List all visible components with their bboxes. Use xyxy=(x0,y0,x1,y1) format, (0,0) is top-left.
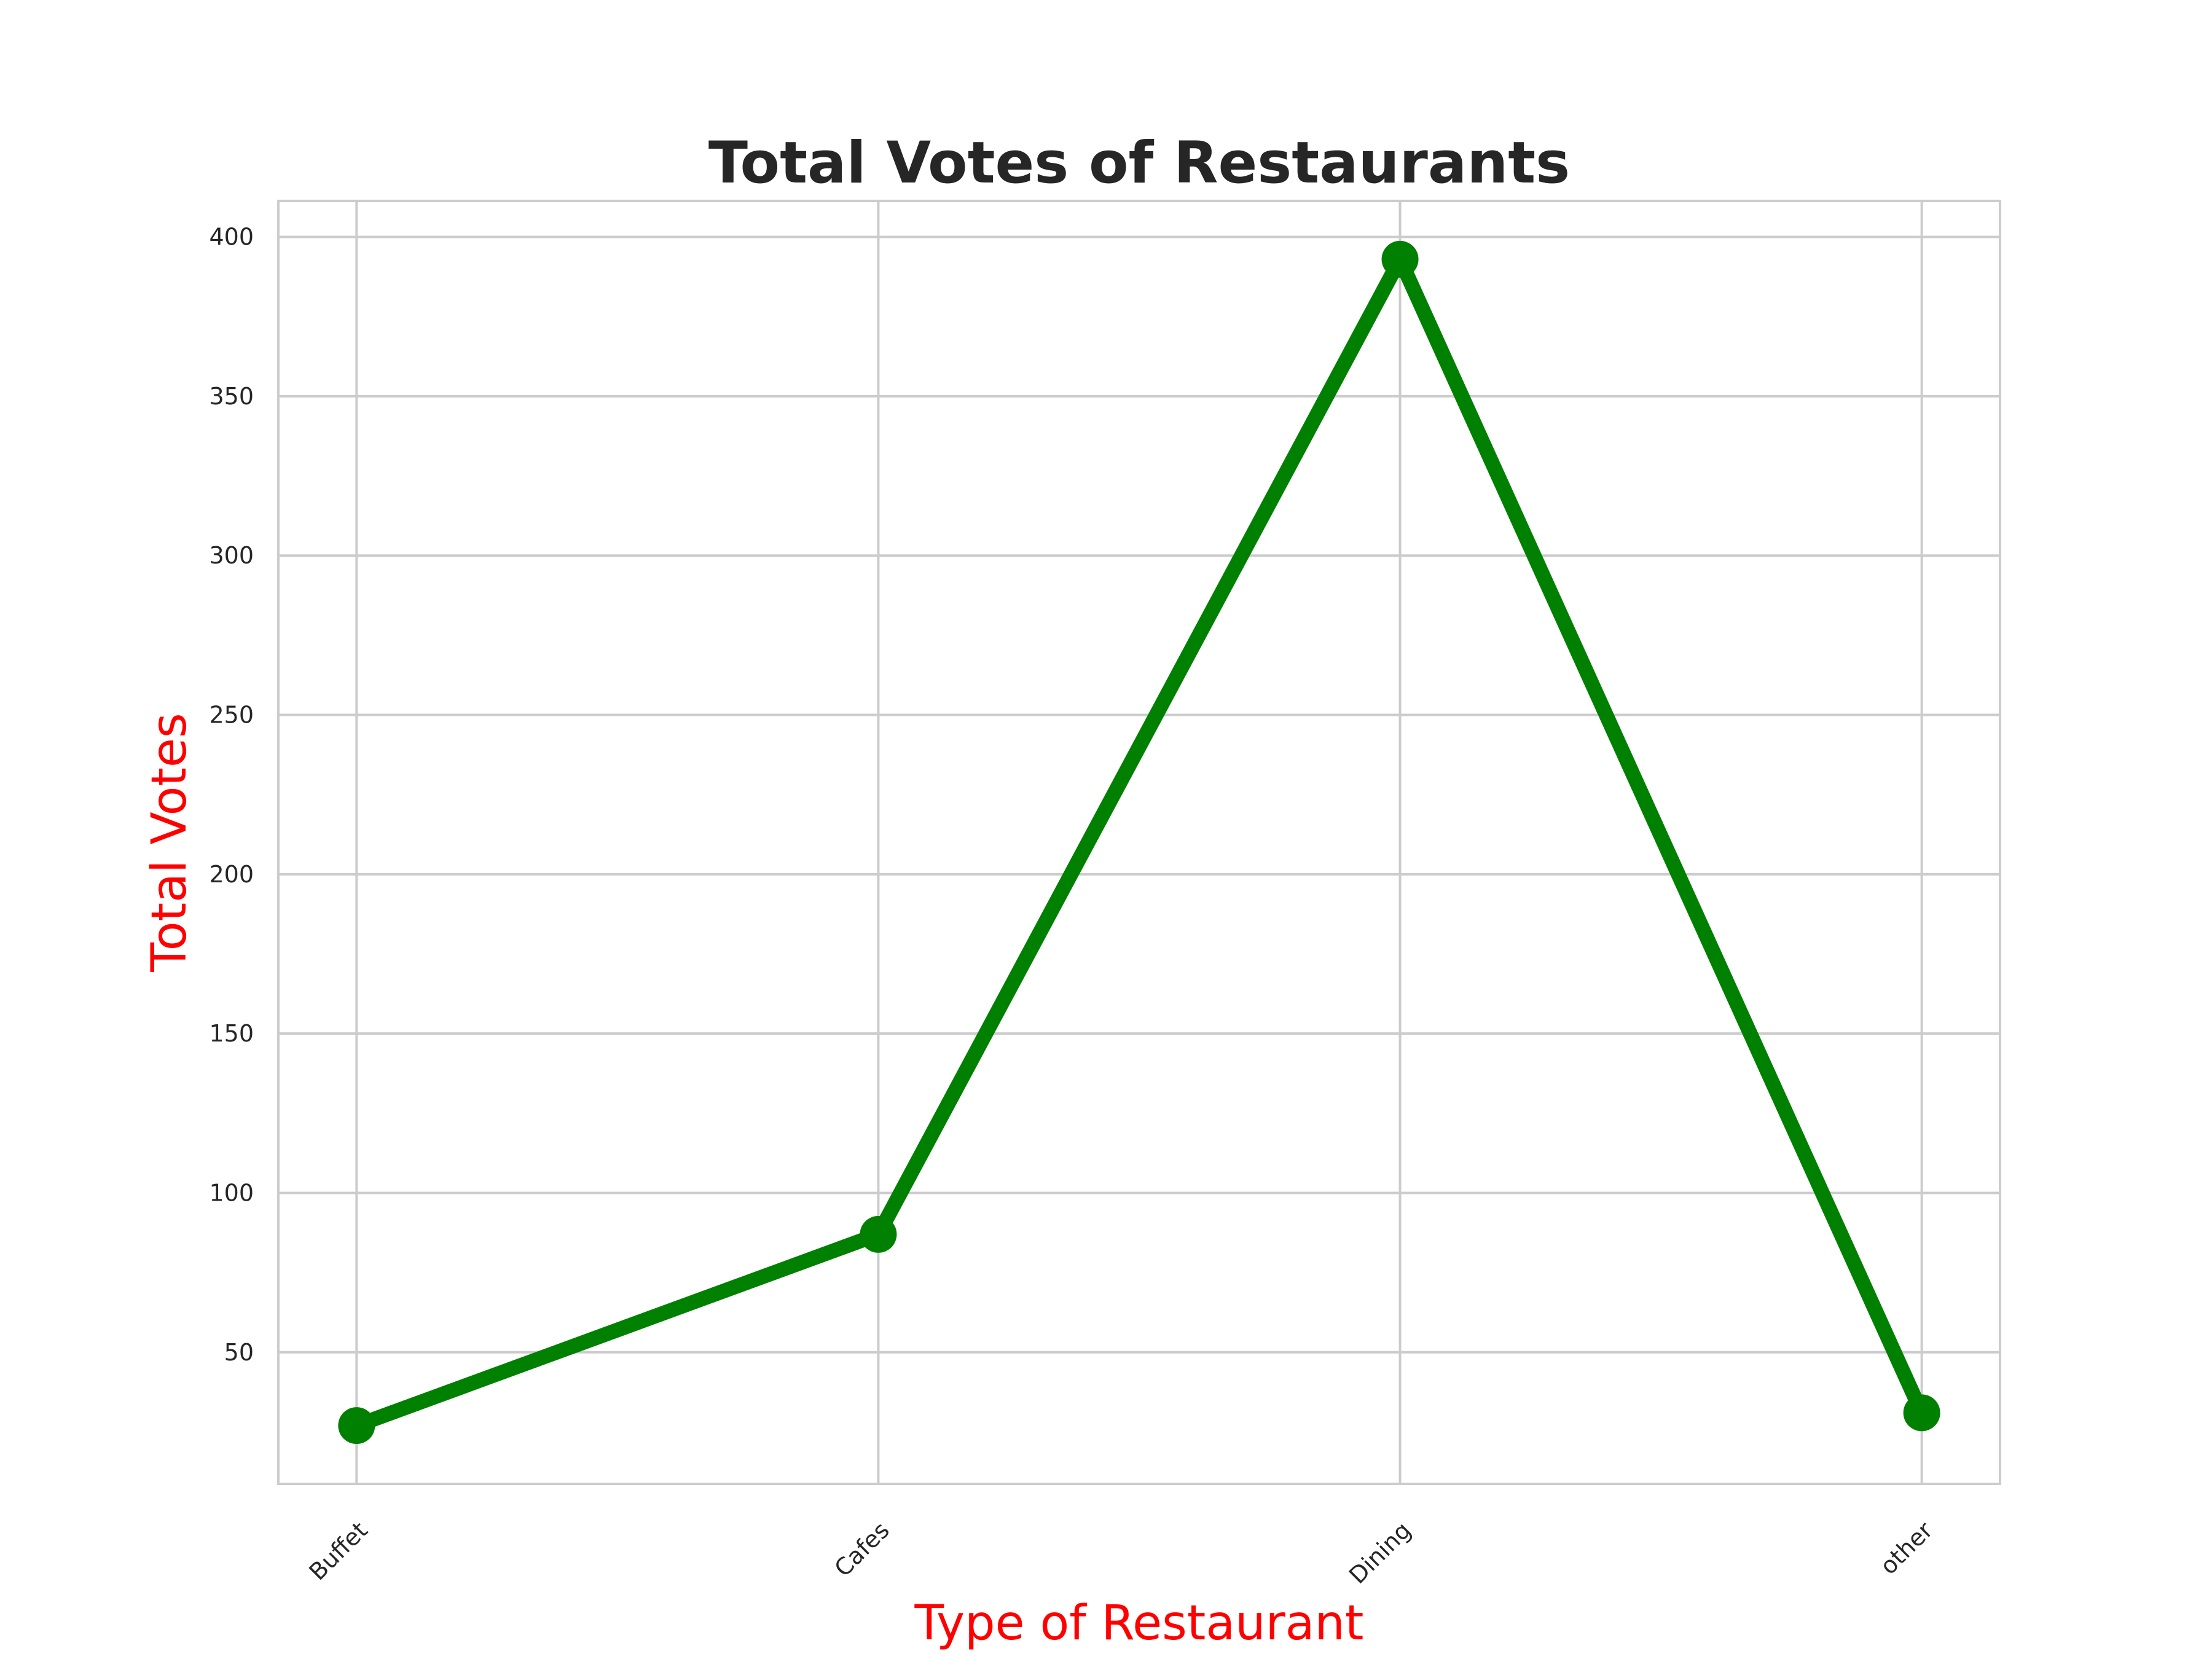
x-tick-label: other xyxy=(1875,1516,1938,1580)
data-point xyxy=(338,1407,375,1445)
y-axis-label: Total Votes xyxy=(142,713,197,972)
y-tick-label: 250 xyxy=(209,702,254,729)
x-tick-label: Cafes xyxy=(829,1516,894,1582)
x-axis-label: Type of Restaurant xyxy=(914,1596,1364,1651)
x-tick-label: Buffet xyxy=(304,1516,373,1585)
grid xyxy=(278,201,2000,1484)
y-tick-label: 350 xyxy=(209,383,254,410)
data-series xyxy=(338,240,1940,1445)
y-tick-label: 400 xyxy=(209,224,254,251)
y-tick-label: 300 xyxy=(209,542,254,569)
data-point xyxy=(1903,1394,1940,1432)
y-tick-label: 50 xyxy=(224,1339,254,1366)
y-tick-label: 100 xyxy=(209,1179,254,1206)
series-line xyxy=(349,251,1929,1433)
y-tick-label: 200 xyxy=(209,861,254,888)
data-point xyxy=(860,1215,897,1253)
plot-area-frame xyxy=(277,200,2001,1485)
x-tick-label: Dining xyxy=(1344,1516,1416,1589)
chart-title: Total Votes of Restaurants xyxy=(708,130,1570,197)
y-tick-label: 150 xyxy=(209,1020,254,1047)
data-point xyxy=(1381,240,1419,278)
